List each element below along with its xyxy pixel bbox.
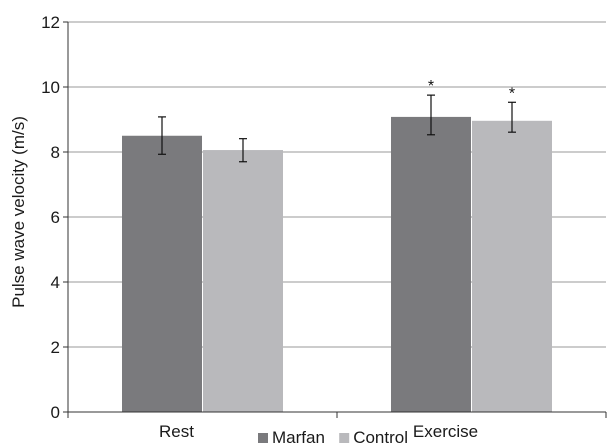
y-axis-label: Pulse wave velocity (m/s): [9, 116, 28, 308]
bar-control-exercise: [472, 120, 552, 413]
legend-label-marfan: Marfan: [272, 428, 325, 447]
significance-star: *: [428, 78, 434, 95]
y-tick-label: 6: [51, 208, 60, 227]
y-tick-label: 10: [41, 78, 60, 97]
y-tick-label: 12: [41, 13, 60, 32]
x-axis-categories: Rest Exercise: [159, 422, 478, 441]
y-axis-ticks: 0 2 4 6 8 10 12: [41, 13, 68, 422]
y-tick-label: 0: [51, 403, 60, 422]
bar-marfan-rest: [122, 135, 202, 412]
legend-swatch-control: [339, 433, 350, 443]
legend-swatch-marfan: [258, 433, 268, 443]
significance-markers: * *: [428, 78, 515, 102]
significance-star: *: [509, 85, 515, 102]
y-tick-label: 8: [51, 143, 60, 162]
y-tick-label: 4: [51, 273, 60, 292]
legend: Marfan Control: [258, 428, 408, 447]
y-tick-label: 2: [51, 338, 60, 357]
axes: [67, 22, 607, 418]
error-bars: [158, 94, 516, 163]
bar-control-rest: [203, 150, 283, 413]
bars: [122, 116, 552, 413]
x-category-label: Exercise: [413, 422, 478, 441]
bar-marfan-exercise: [391, 116, 471, 413]
x-category-label: Rest: [159, 422, 194, 441]
legend-label-control: Control: [353, 428, 408, 447]
